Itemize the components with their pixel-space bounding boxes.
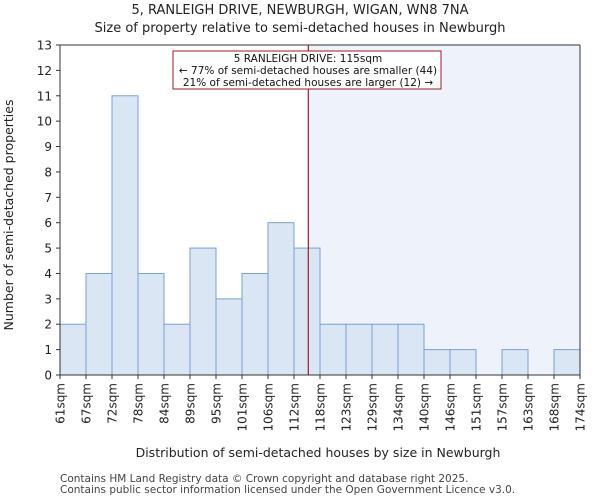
x-tick-label: 123sqm <box>340 383 354 431</box>
bar-72sqm <box>111 95 139 376</box>
bar-112sqm <box>293 247 321 376</box>
bar-95sqm <box>215 298 243 376</box>
bar-134sqm <box>397 323 425 376</box>
y-tick-label: 0 <box>44 369 52 383</box>
larger-region-shade <box>308 45 580 375</box>
x-tick-label: 61sqm <box>54 383 68 424</box>
x-tick-label: 163sqm <box>522 383 536 431</box>
y-tick-label: 4 <box>44 267 52 281</box>
bar-89sqm <box>189 247 217 376</box>
x-tick-label: 95sqm <box>210 383 224 424</box>
y-tick-label: 10 <box>37 115 52 129</box>
x-tick-label: 89sqm <box>184 383 198 424</box>
x-tick-label: 146sqm <box>444 383 458 431</box>
x-tick-label: 72sqm <box>106 383 120 424</box>
annotation-box <box>172 50 442 90</box>
y-tick-label: 12 <box>37 64 52 78</box>
y-tick-label: 1 <box>44 343 52 357</box>
y-axis-label: Number of semi-detached properties <box>1 100 16 331</box>
y-tick-label: 3 <box>44 292 52 306</box>
chart-subtitle: Size of property relative to semi-detach… <box>95 21 506 36</box>
bar-123sqm <box>345 323 373 376</box>
bar-157sqm <box>501 349 529 376</box>
x-tick-label: 84sqm <box>158 383 172 424</box>
x-axis-label: Distribution of semi-detached houses by … <box>136 445 501 460</box>
x-tick-label: 106sqm <box>262 383 276 431</box>
bar-101sqm <box>241 272 269 376</box>
x-tick-label: 129sqm <box>366 383 380 431</box>
y-tick-label: 13 <box>37 39 52 53</box>
annotation-line-3: 21% of semi-detached houses are larger (… <box>183 77 434 89</box>
x-tick-label: 112sqm <box>288 383 302 431</box>
x-tick-label: 67sqm <box>80 383 94 424</box>
y-tick-label: 9 <box>44 140 52 154</box>
x-tick-label: 168sqm <box>548 383 562 431</box>
x-tick-label: 140sqm <box>418 383 432 431</box>
chart-title: 5, RANLEIGH DRIVE, NEWBURGH, WIGAN, WN8 … <box>131 3 468 18</box>
y-tick-label: 7 <box>44 191 52 205</box>
bar-118sqm <box>319 323 347 376</box>
x-tick-label: 157sqm <box>496 383 510 431</box>
bar-78sqm <box>137 272 165 376</box>
bar-146sqm <box>449 349 477 376</box>
y-tick-label: 2 <box>44 318 52 332</box>
bar-67sqm <box>85 272 113 376</box>
bar-61sqm <box>59 323 87 376</box>
bar-84sqm <box>163 323 191 376</box>
x-tick-label: 101sqm <box>236 383 250 431</box>
footer-line-1: Contains HM Land Registry data © Crown c… <box>60 473 469 485</box>
annotation-line-2: ← 77% of semi-detached houses are smalle… <box>179 65 437 77</box>
x-tick-label: 78sqm <box>132 383 146 424</box>
bar-129sqm <box>371 323 399 376</box>
bar-168sqm <box>553 349 581 376</box>
x-tick-label: 151sqm <box>470 383 484 431</box>
footer-line-2: Contains public sector information licen… <box>60 484 516 496</box>
annotation-line-1: 5 RANLEIGH DRIVE: 115sqm <box>234 53 382 65</box>
x-tick-label: 134sqm <box>392 383 406 431</box>
bar-140sqm <box>423 349 451 376</box>
y-tick-label: 8 <box>44 165 52 179</box>
y-tick-label: 5 <box>44 242 52 256</box>
y-tick-label: 11 <box>37 89 52 103</box>
x-tick-label: 118sqm <box>314 383 328 431</box>
bar-106sqm <box>267 222 295 376</box>
x-tick-label: 174sqm <box>574 383 588 431</box>
y-tick-label: 6 <box>44 216 52 230</box>
